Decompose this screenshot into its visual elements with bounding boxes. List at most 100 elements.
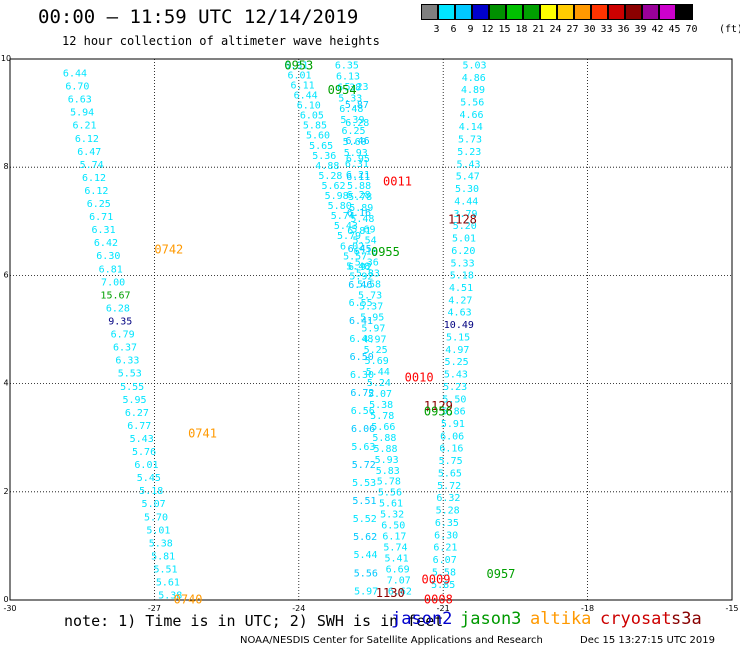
wave-height-value: 5.66 <box>371 422 395 433</box>
wave-height-value: 6.79 <box>111 330 135 341</box>
wave-height-value: 6.30 <box>350 370 374 381</box>
wave-height-value: 5.23 <box>457 147 481 158</box>
wave-height-value: 4.27 <box>448 295 472 306</box>
wave-height-value: 5.78 <box>370 411 394 422</box>
wave-height-value: 5.70 <box>144 512 168 523</box>
wave-height-value: 5.23 <box>345 82 369 93</box>
wave-height-value: 5.07 <box>368 389 392 400</box>
color-scale-swatch <box>574 4 591 20</box>
wave-height-value: 6.45 <box>348 244 372 255</box>
wave-height-value: 6.01 <box>134 460 158 471</box>
color-scale-label: 21 <box>532 24 545 35</box>
color-scale-label: 30 <box>583 24 596 35</box>
wave-height-value: 5.61 <box>379 499 403 510</box>
pass-time-label: 0956 <box>424 405 453 419</box>
pass-time-label: 0011 <box>383 175 412 189</box>
wave-height-value: 5.97 <box>361 323 385 334</box>
wave-height-value: 5.54 <box>353 236 377 247</box>
color-scale-swatch <box>625 4 642 20</box>
wave-height-value: 6.27 <box>125 408 149 419</box>
pass-time-label: 0010 <box>405 371 434 385</box>
wave-height-value: 6.50 <box>381 521 405 532</box>
color-scale-label: 33 <box>600 24 613 35</box>
wave-height-value: 3.79 <box>454 209 478 220</box>
color-scale-label: 3 <box>433 24 440 35</box>
wave-height-value: 6.95 <box>346 154 370 165</box>
wave-height-value: 5.94 <box>70 108 94 119</box>
pass-time-label: 0009 <box>422 572 451 586</box>
color-scale-swatch <box>676 4 693 20</box>
pass-time-label: 0008 <box>424 592 453 606</box>
color-scale-unit: (ft) <box>719 24 740 35</box>
wave-height-value: 5.38 <box>158 591 182 602</box>
wave-height-value: 5.44 <box>366 367 390 378</box>
wave-height-value: 6.12 <box>75 134 99 145</box>
page-title: 00:00 – 11:59 UTC 12/14/2019 <box>38 6 359 28</box>
wave-height-value: 5.33 <box>451 258 475 269</box>
wave-height-value: 6.37 <box>113 343 137 354</box>
wave-height-value: 6.21 <box>433 543 457 554</box>
wave-height-value: 6.48 <box>339 104 363 115</box>
wave-height-value: 6.06 <box>440 431 464 442</box>
wave-height-value: 5.85 <box>431 580 455 591</box>
wave-height-value: 4.63 <box>448 308 472 319</box>
wave-height-value: 5.51 <box>153 564 177 575</box>
wave-height-value: 6.42 <box>94 238 118 249</box>
wave-height-value: 5.74 <box>383 542 407 553</box>
wave-height-value: 5.18 <box>450 271 474 282</box>
wave-height-value: 5.57 <box>343 251 367 262</box>
wave-height-value: 5.23 <box>443 382 467 393</box>
wave-height-value: 5.62 <box>321 181 345 192</box>
wave-height-value: 6.16 <box>354 247 378 258</box>
wave-height-value: 5.83 <box>376 466 400 477</box>
wave-height-value: 6.30 <box>96 251 120 262</box>
wave-height-value: 5.30 <box>455 184 479 195</box>
pass-time-label: 0954 <box>328 83 357 97</box>
x-tick-label: -30 <box>3 604 16 613</box>
wave-height-value: 5.69 <box>365 356 389 367</box>
wave-height-value: 5.91 <box>441 419 465 430</box>
color-scale-swatch <box>421 4 438 20</box>
wave-height-value: 6.62 <box>388 586 412 597</box>
wave-height-value: 6.44 <box>63 69 87 80</box>
wave-height-value: 4.97 <box>445 345 469 356</box>
generated-timestamp: Dec 15 13:27:15 UTC 2019 <box>580 635 715 646</box>
wave-height-value: 5.47 <box>456 172 480 183</box>
wave-height-value: 6.81 <box>99 264 123 275</box>
wave-height-value: 6.71 <box>89 212 113 223</box>
wave-height-value: 6.70 <box>65 82 89 93</box>
x-tick-label: -18 <box>581 604 594 613</box>
wave-height-value: 5.73 <box>458 135 482 146</box>
wave-height-value: 6.81 <box>347 226 371 237</box>
wave-height-value: 5.15 <box>446 332 470 343</box>
x-tick-label: -15 <box>725 604 738 613</box>
wave-height-value: 5.52 <box>353 514 377 525</box>
y-tick-label: 8 <box>3 162 8 171</box>
wave-height-value: 7.07 <box>387 575 411 586</box>
wave-height-value: 6.31 <box>92 225 116 236</box>
pass-time-label: 0953 <box>284 58 313 72</box>
wave-height-value: 5.76 <box>132 447 156 458</box>
pass-time-label: 1128 <box>448 213 477 227</box>
wave-height-value: 5.48 <box>346 261 370 272</box>
color-scale-label: 27 <box>566 24 579 35</box>
pass-time-label: 0957 <box>487 567 516 581</box>
wave-height-value: 5.62 <box>353 532 377 543</box>
color-scale-swatch <box>591 4 608 20</box>
wave-height-value: 10.49 <box>444 320 474 331</box>
wave-height-value: 5.25 <box>445 357 469 368</box>
wave-height-value: 5.88 <box>372 433 396 444</box>
wave-height-value: 5.43 <box>334 221 358 232</box>
wave-height-value: 5.53 <box>352 478 376 489</box>
wave-height-value: 5.95 <box>360 312 384 323</box>
wave-height-value: 6.30 <box>434 530 458 541</box>
wave-height-value: 5.45 <box>137 473 161 484</box>
legend-item-altika: altika <box>530 609 592 629</box>
wave-height-value: 6.63 <box>68 95 92 106</box>
wave-height-value: 5.75 <box>439 456 463 467</box>
wave-height-value: 6.06 <box>351 424 375 435</box>
y-tick-label: 4 <box>3 379 8 388</box>
color-scale-swatch <box>489 4 506 20</box>
wave-height-value: 4.88 <box>315 161 339 172</box>
